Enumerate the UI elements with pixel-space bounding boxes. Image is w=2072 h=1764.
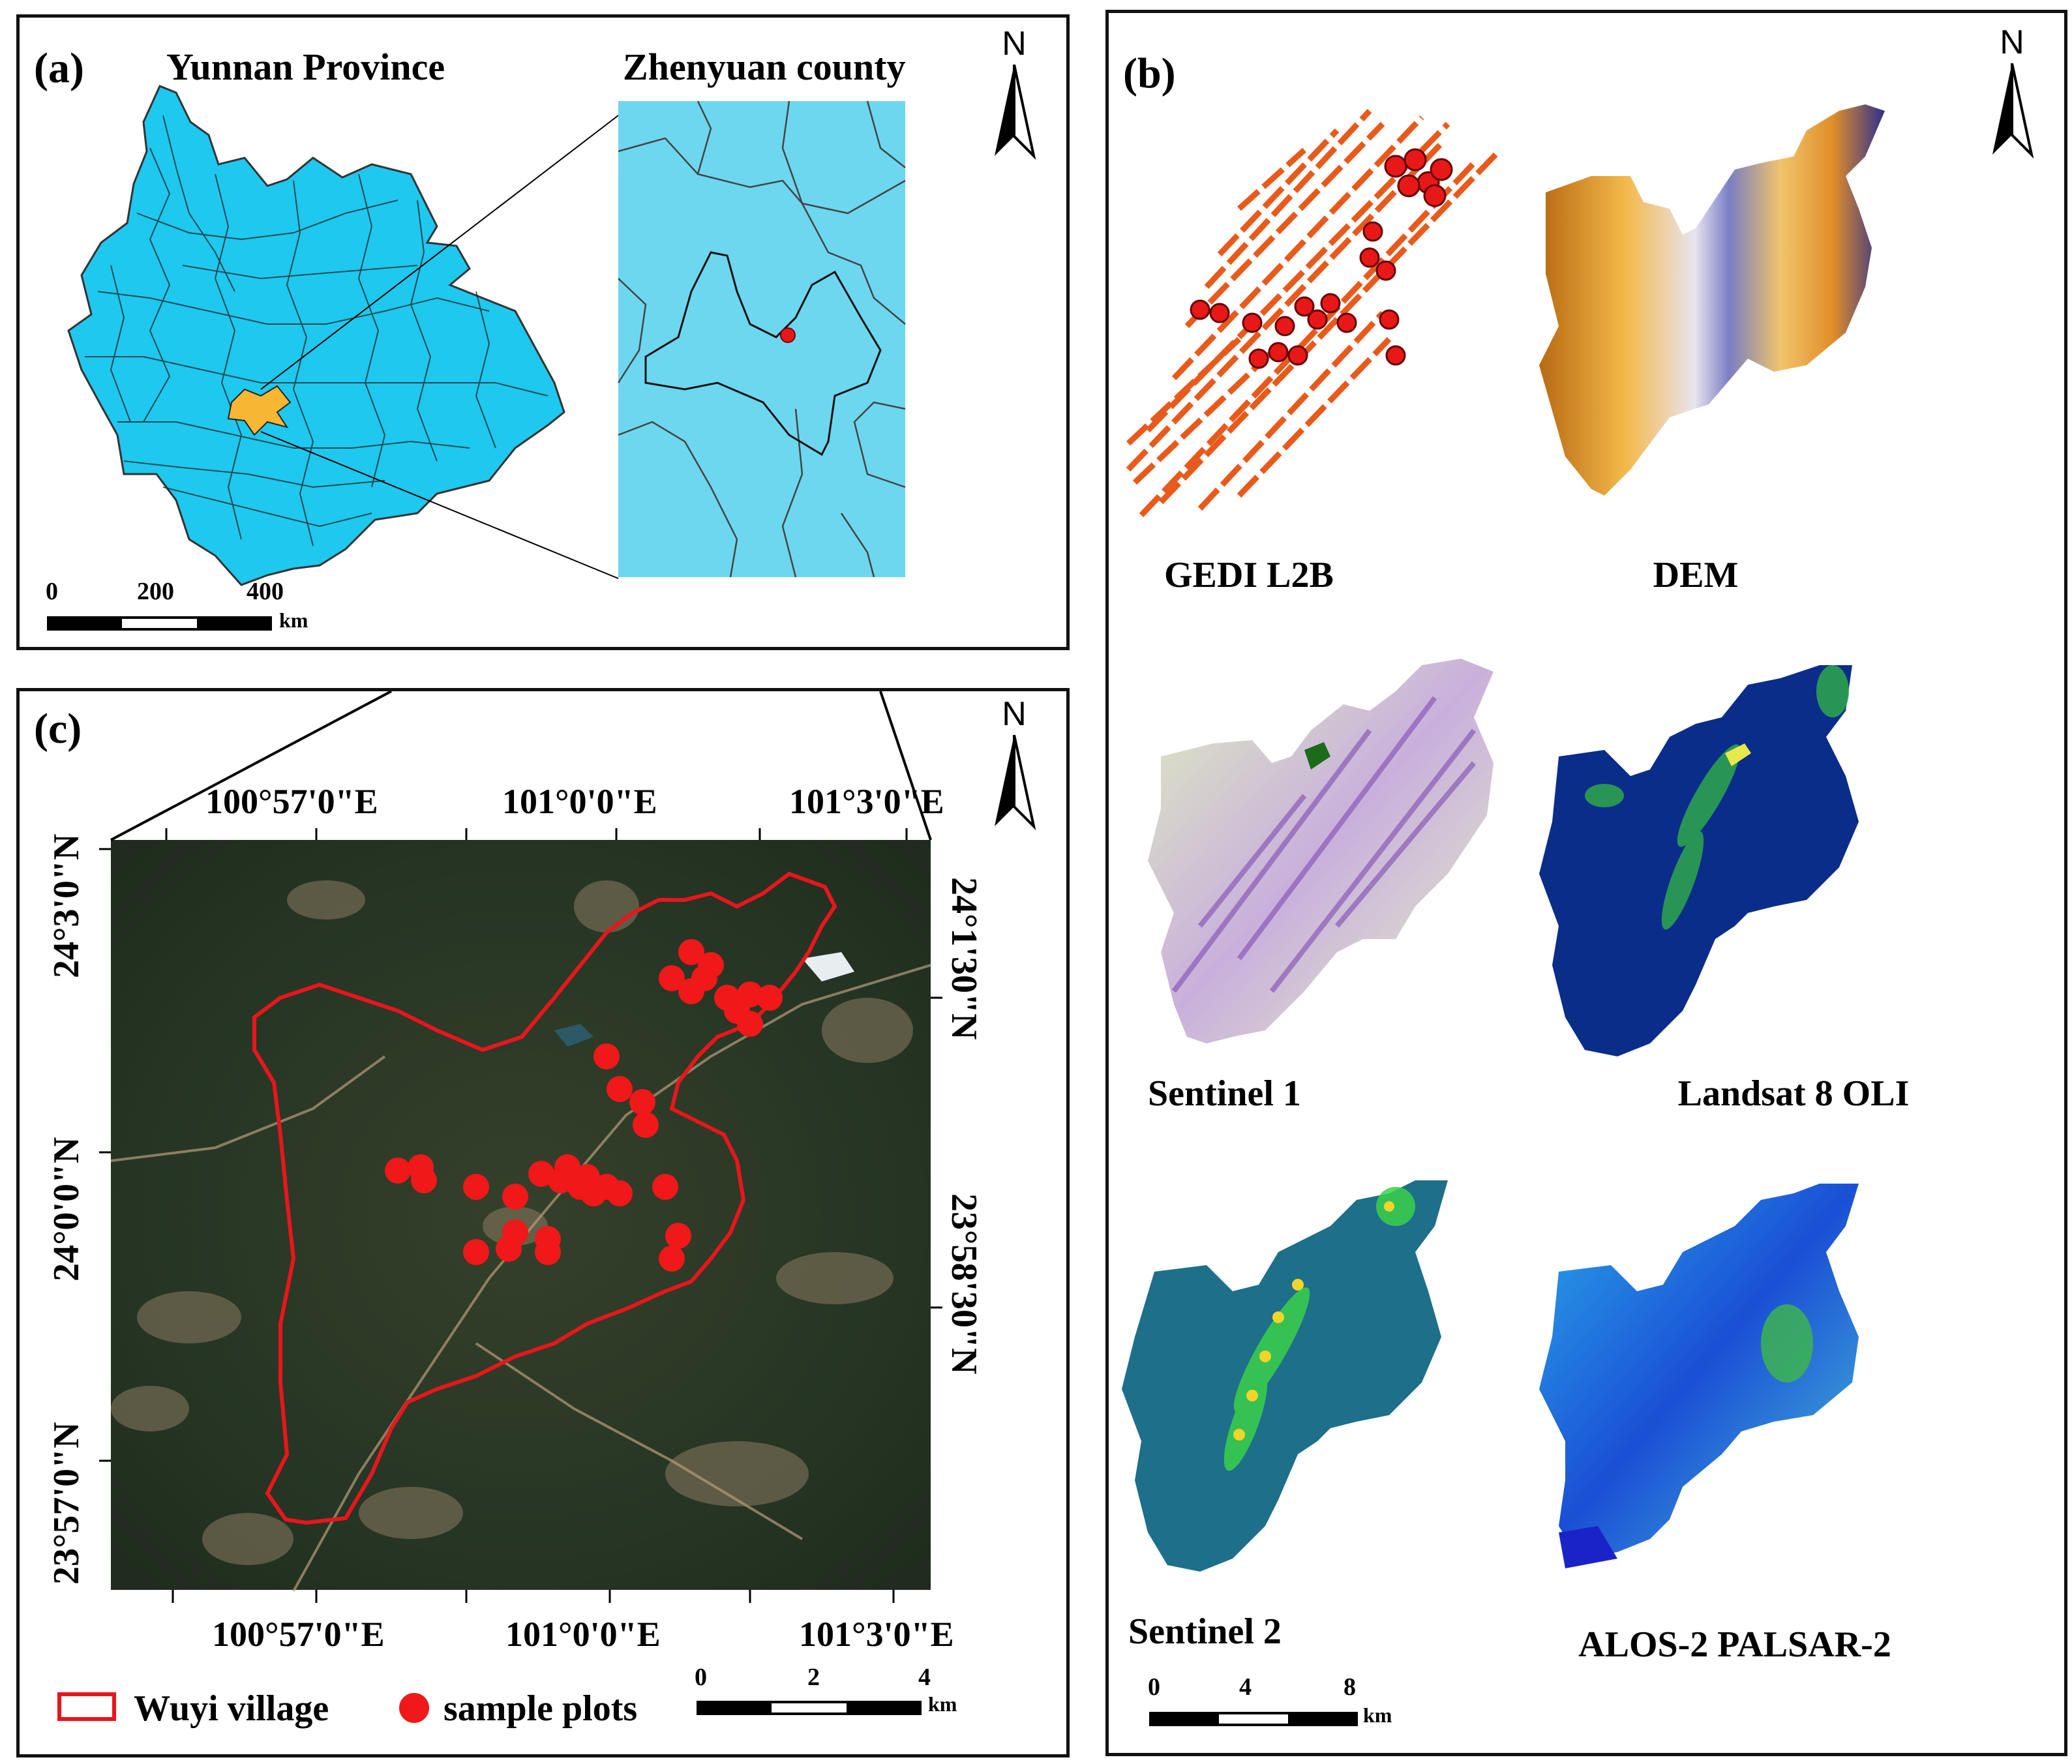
wuyi-location-point [780, 327, 796, 343]
north-label-b: N [2000, 23, 2024, 61]
legend-plot-label: sample plots [443, 1688, 638, 1729]
scale-b-tick-2: 8 [1344, 1673, 1356, 1701]
north-label-a: N [1002, 25, 1027, 63]
panel-b: (b) N [1105, 10, 2067, 1756]
panel-b-maps: GEDI L2B DEM Sentinel 1 Landsat 8 OLI [1122, 104, 1910, 1665]
sentinel2-map [1122, 1180, 1448, 1572]
wuyi-village-satellite-map [99, 691, 942, 1603]
panel-a-label: (a) [34, 44, 84, 92]
scale-a-unit: km [279, 608, 308, 632]
sample-plots [385, 939, 783, 1272]
layer-label-gedi: GEDI L2B [1164, 555, 1334, 595]
zhenyuan-boundary [644, 251, 882, 456]
scale-a-tick-1: 200 [137, 578, 174, 605]
bottom-tick-1: 101°0'0"E [505, 1615, 661, 1654]
bottom-tick-0: 100°57'0"E [212, 1615, 385, 1654]
zhenyuan-county-shape [227, 385, 292, 436]
north-arrow-icon [995, 735, 1036, 831]
panel-a-title-yunnan: Yunnan Province [166, 46, 445, 88]
layer-label-landsat8: Landsat 8 OLI [1678, 1073, 1910, 1114]
dem-map [1539, 104, 1885, 496]
scale-c-tick-2: 4 [918, 1664, 931, 1691]
scale-bar-c [697, 1701, 922, 1715]
scale-bar-a [47, 616, 272, 631]
north-arrow-icon [995, 65, 1036, 160]
top-tick-0: 100°57'0"E [205, 782, 378, 821]
panel-c: (c) N 100°57'0"E 101°0'0"E 101°3'0"E 100… [16, 688, 1070, 1757]
scale-c-unit: km [928, 1692, 957, 1716]
north-arrow-c: N [988, 695, 1040, 831]
wuyi-village-boundary [252, 871, 837, 1525]
panel-b-label: (b) [1123, 50, 1176, 97]
layer-label-sentinel1: Sentinel 1 [1148, 1073, 1301, 1114]
north-label-c: N [1002, 695, 1027, 733]
layer-label-sentinel2: Sentinel 2 [1128, 1611, 1282, 1652]
legend-boundary-label: Wuyi village [134, 1688, 329, 1729]
north-arrow-a: N [988, 24, 1040, 161]
yunnan-outline [67, 85, 565, 586]
scale-a-tick-0: 0 [46, 578, 58, 605]
panel-c-label: (c) [34, 705, 82, 753]
gedi-l2b-map [1126, 108, 1503, 518]
north-arrow-icon [1992, 63, 2034, 159]
scale-c-tick-1: 2 [807, 1664, 820, 1691]
scale-c-tick-0: 0 [695, 1664, 707, 1691]
scale-b-unit: km [1363, 1703, 1392, 1727]
layer-label-alos2: ALOS-2 PALSAR-2 [1578, 1624, 1891, 1665]
top-tick-1: 101°0'0"E [502, 782, 657, 821]
zhenyuan-inset [618, 101, 905, 577]
scale-a-tick-2: 400 [247, 578, 284, 605]
scale-b-tick-1: 4 [1239, 1673, 1252, 1701]
alos2-palsar2-map [1539, 1184, 1859, 1559]
north-arrow-b: N [1986, 23, 2038, 160]
bottom-tick-2: 101°3'0"E [799, 1615, 954, 1654]
layer-label-dem: DEM [1653, 555, 1739, 595]
legend-plot-swatch [399, 1693, 429, 1723]
scale-bar-b [1149, 1712, 1358, 1726]
yunnan-province-map [67, 85, 906, 586]
scale-b-tick-0: 0 [1148, 1673, 1160, 1701]
panel-a: (a) Yunnan Province Zhenyuan county N [16, 14, 1070, 650]
panel-a-title-zhenyuan: Zhenyuan county [623, 46, 906, 88]
legend-boundary-swatch [57, 1692, 116, 1721]
